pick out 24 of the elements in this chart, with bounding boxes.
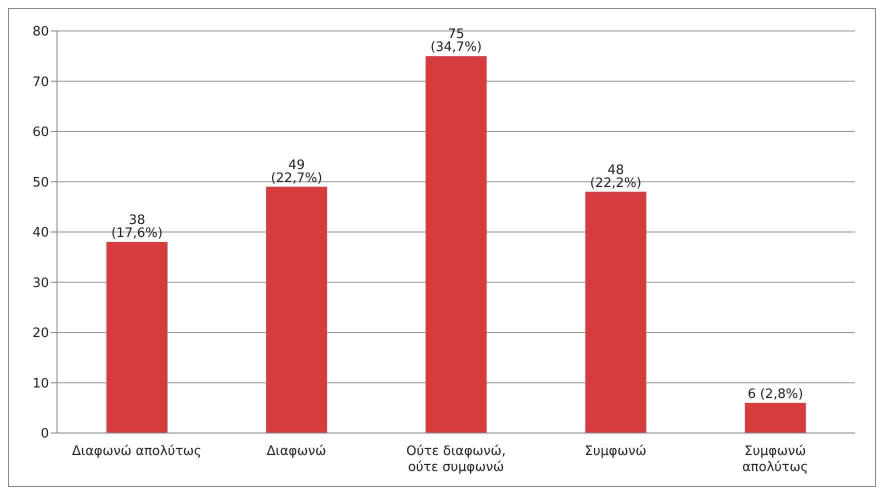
bar [266, 186, 328, 433]
y-tick-label: 0 [40, 426, 49, 442]
y-tick-label: 80 [32, 24, 49, 40]
bar [106, 242, 168, 433]
x-tick-label: Συμφωνώ [584, 444, 646, 459]
data-label: 38 (17,6%) [111, 213, 163, 242]
y-tick-label: 30 [32, 276, 49, 291]
y-tick-label: 40 [32, 226, 49, 241]
x-tick-label: Συμφωνώ απολύτως [742, 444, 808, 475]
data-label: 6 (2,8%) [748, 386, 804, 402]
y-tick-label: 70 [32, 74, 49, 90]
x-tick-label: Ούτε διαφωνώ, ούτε συμφωνώ [406, 444, 506, 475]
x-tick-label: Διαφωνώ απολύτως [72, 444, 202, 459]
bar [426, 56, 487, 433]
data-label: 48 (22,2%) [590, 162, 642, 191]
y-tick-label: 60 [32, 125, 49, 140]
bar [585, 192, 646, 433]
y-tick-label: 10 [32, 376, 49, 392]
y-tick-label: 20 [32, 326, 49, 342]
bar [744, 402, 806, 433]
y-tick-label: 50 [32, 175, 49, 190]
data-label: 49 (22,7%) [270, 158, 322, 186]
data-label: 75 (34,7%) [430, 27, 482, 56]
x-tick-label: Διαφωνώ [266, 444, 326, 459]
